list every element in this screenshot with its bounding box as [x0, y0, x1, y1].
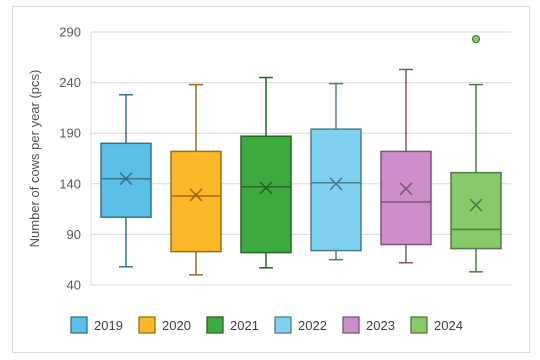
- legend-item-2021: 2021: [206, 316, 259, 334]
- legend-label: 2024: [434, 318, 463, 333]
- box-iqr: [100, 142, 152, 218]
- y-axis-ticks: 40 90 140 190 240 290: [59, 25, 81, 293]
- legend-label: 2021: [230, 318, 259, 333]
- gridlines: [90, 31, 511, 286]
- box-iqr: [170, 150, 222, 253]
- boxes: [100, 34, 502, 276]
- chart-frame: 40 90 140 190 240 290 Number of cows per year…: [12, 6, 530, 353]
- box-2024: [450, 34, 502, 273]
- legend-swatch: [206, 316, 224, 334]
- legend-swatch: [138, 316, 156, 334]
- legend-item-2022: 2022: [274, 316, 327, 334]
- legend-item-2024: 2024: [410, 316, 463, 334]
- y-axis-label: Number of cows per year (pcs): [27, 70, 42, 248]
- legend-item-2019: 2019: [70, 316, 123, 334]
- box-2023: [380, 68, 432, 264]
- mean-marker: [329, 177, 343, 191]
- y-tick-label: 40: [67, 278, 81, 293]
- box-2021: [240, 76, 292, 269]
- mean-marker: [259, 181, 273, 195]
- box-2019: [100, 93, 152, 268]
- box-2020: [170, 83, 222, 276]
- y-tick-label: 90: [67, 227, 81, 242]
- y-tick-label: 190: [59, 126, 81, 141]
- legend-swatch: [410, 316, 428, 334]
- mean-marker: [399, 182, 413, 196]
- box-iqr: [450, 171, 502, 250]
- legend-swatch: [274, 316, 292, 334]
- legend-label: 2019: [94, 318, 123, 333]
- mean-marker: [189, 188, 203, 202]
- box-iqr: [240, 135, 292, 254]
- legend-item-2020: 2020: [138, 316, 191, 334]
- legend-label: 2020: [162, 318, 191, 333]
- box-iqr: [380, 150, 432, 246]
- legend-item-2023: 2023: [342, 316, 395, 334]
- legend: 2019 2020 2021 2022 2023 2024: [70, 316, 463, 334]
- y-tick-label: 140: [59, 176, 81, 191]
- box-2022: [310, 82, 362, 261]
- legend-swatch: [342, 316, 360, 334]
- legend-label: 2022: [298, 318, 327, 333]
- legend-label: 2023: [366, 318, 395, 333]
- box-plot-chart: 40 90 140 190 240 290 Number of cows per year…: [27, 25, 511, 334]
- legend-swatch: [70, 316, 88, 334]
- box-iqr: [310, 128, 362, 252]
- mean-marker: [469, 198, 483, 212]
- mean-marker: [119, 172, 133, 186]
- y-tick-label: 240: [59, 75, 81, 90]
- outlier-point: [471, 34, 481, 44]
- y-tick-label: 290: [59, 25, 81, 40]
